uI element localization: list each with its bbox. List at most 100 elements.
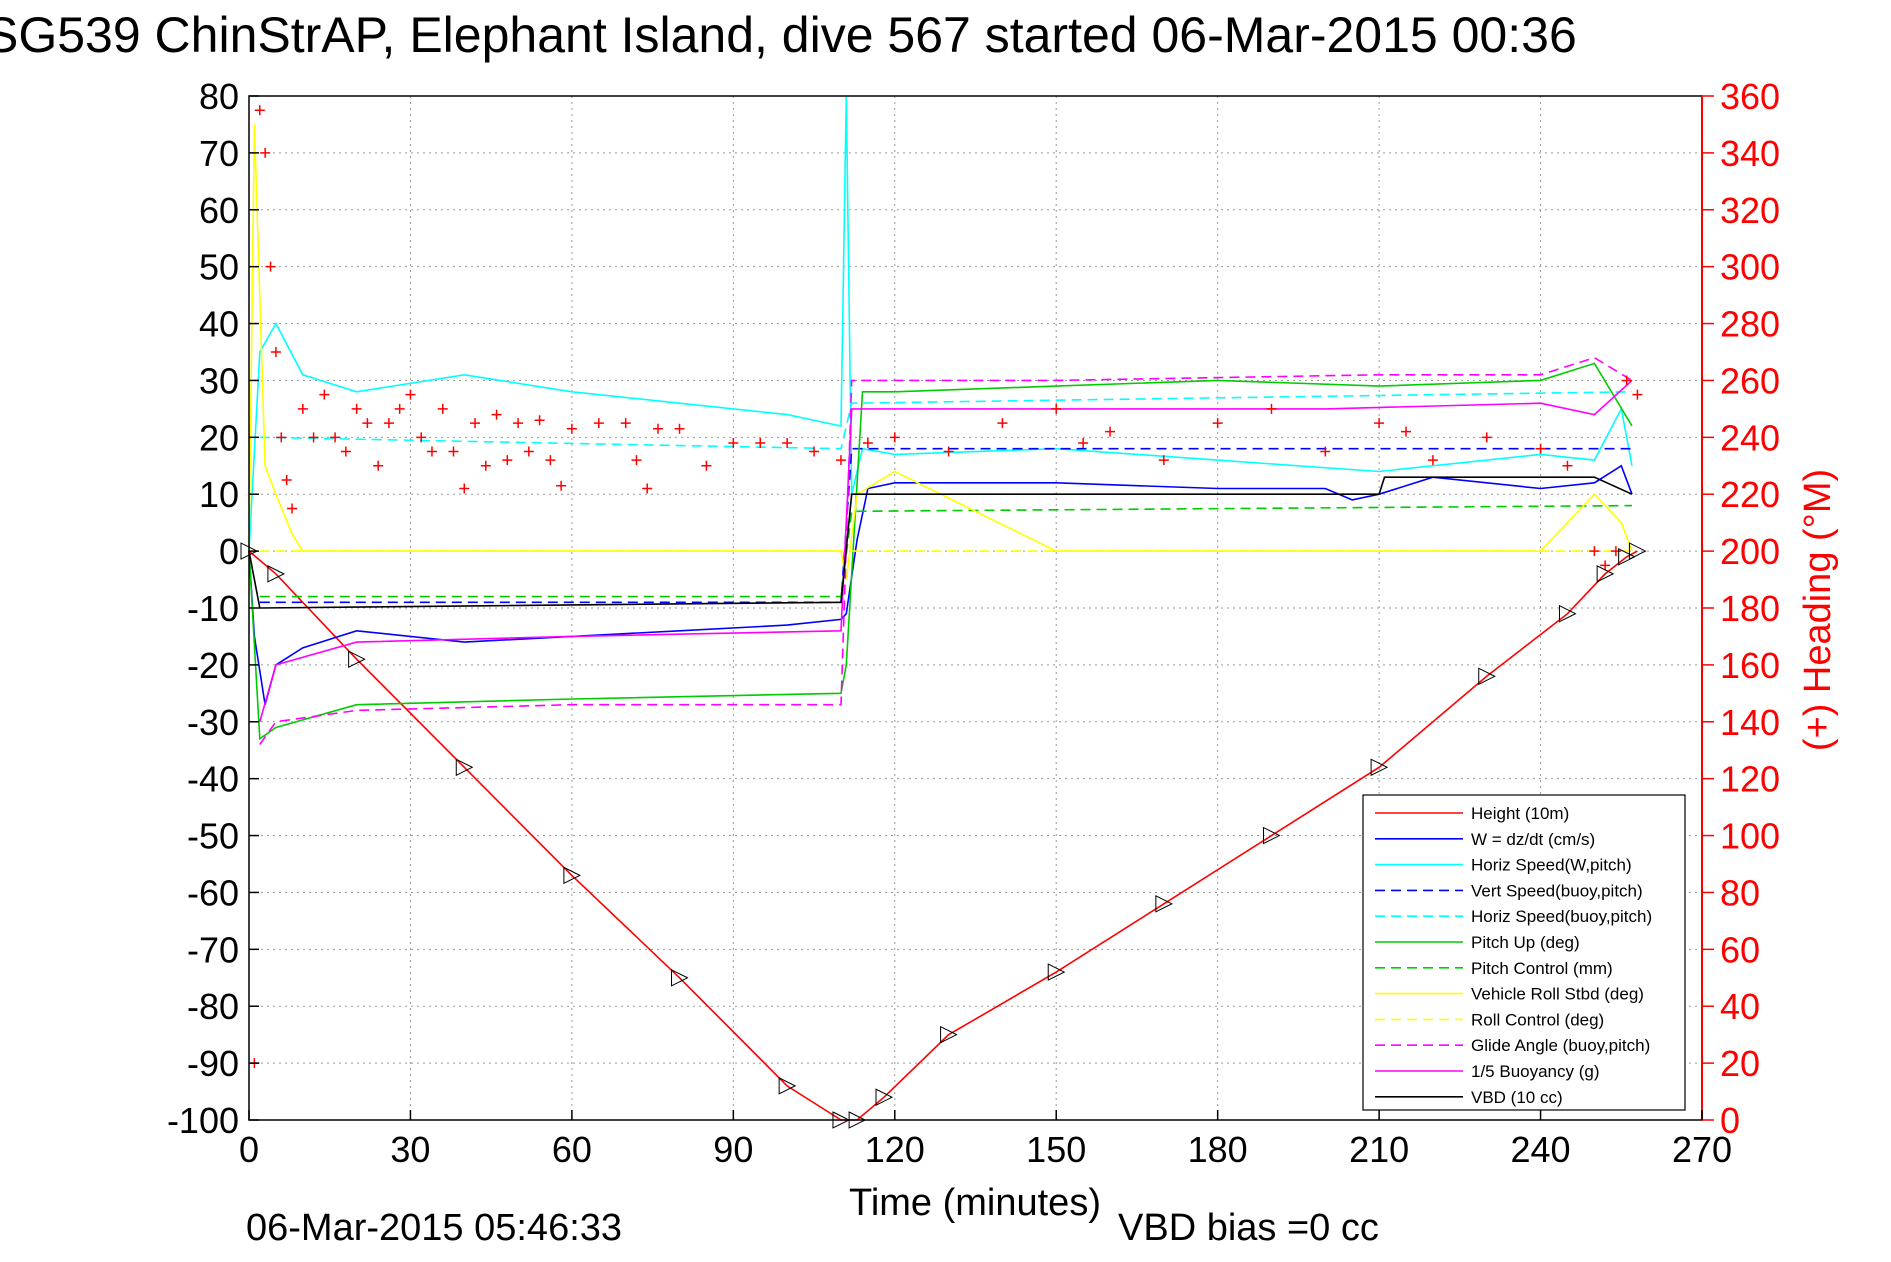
- x-tick-label: 150: [1026, 1129, 1086, 1170]
- heading-marker: [566, 423, 577, 434]
- heading-marker: [260, 147, 271, 158]
- legend-label-8: Roll Control (deg): [1471, 1010, 1604, 1029]
- depth-markers: [240, 542, 1647, 1129]
- legend-label-2: Horiz Speed(W,pitch): [1471, 856, 1632, 875]
- left-tick-label: 20: [199, 417, 239, 458]
- footer-vbd-bias: VBD bias =0 cc: [1118, 1207, 1379, 1249]
- legend-label-9: Glide Angle (buoy,pitch): [1471, 1036, 1650, 1055]
- heading-marker: [362, 418, 373, 429]
- heading-marker: [351, 403, 362, 414]
- heading-marker: [997, 418, 1008, 429]
- heading-marker: [652, 423, 663, 434]
- left-tick-label: -90: [187, 1043, 239, 1084]
- heading-marker: [1427, 455, 1438, 466]
- depth-marker: [1628, 542, 1647, 560]
- right-tick-label: 140: [1720, 702, 1780, 743]
- heading-marker: [631, 455, 642, 466]
- heading-marker: [276, 432, 287, 443]
- right-tick-label: 120: [1720, 759, 1780, 800]
- left-tick-label: -80: [187, 986, 239, 1027]
- heading-marker: [1158, 455, 1169, 466]
- heading-marker: [862, 438, 873, 449]
- right-tick-label: 300: [1720, 247, 1780, 288]
- heading-marker: [556, 480, 567, 491]
- right-axis-label: (+) Heading (°M): [1797, 469, 1839, 751]
- depth-marker: [1047, 963, 1066, 981]
- depth-marker: [348, 650, 366, 669]
- heading-marker: [1078, 438, 1089, 449]
- x-tick-label: 90: [713, 1129, 753, 1170]
- right-tick-label: 320: [1720, 190, 1780, 231]
- depth-marker: [778, 1077, 797, 1095]
- heading-marker: [330, 432, 341, 443]
- x-tick-label: 270: [1672, 1129, 1732, 1170]
- heading-marker: [287, 503, 298, 514]
- left-tick-label: 80: [199, 76, 239, 117]
- heading-marker: [620, 418, 631, 429]
- series-line-5: [248, 362, 1633, 741]
- heading-marker: [480, 460, 491, 471]
- left-tick-label: 30: [199, 360, 239, 401]
- heading-marker: [1320, 446, 1331, 457]
- x-tick-label: 210: [1349, 1129, 1409, 1170]
- chart-title: SG539 ChinStrAP, Elephant Island, dive 5…: [0, 7, 1577, 63]
- depth-marker: [1478, 667, 1496, 686]
- left-tick-label: -60: [187, 872, 239, 913]
- heading-marker: [254, 105, 265, 116]
- right-tick-label: 60: [1720, 929, 1760, 970]
- heading-marker: [534, 415, 545, 426]
- left-tick-label: -20: [187, 645, 239, 686]
- heading-marker: [405, 389, 416, 400]
- legend-label-6: Pitch Control (mm): [1471, 959, 1613, 978]
- series-line-11: [248, 476, 1633, 609]
- heading-marker: [809, 446, 820, 457]
- heading-marker: [523, 446, 534, 457]
- right-tick-label: 240: [1720, 417, 1780, 458]
- right-tick-label: 220: [1720, 474, 1780, 515]
- heading-marker: [437, 403, 448, 414]
- legend: Height (10m) W = dz/dt (cm/s) Horiz Speed(…: [1362, 794, 1686, 1111]
- depth-marker: [940, 1025, 958, 1044]
- heading-layer: [249, 105, 1643, 1069]
- heading-marker: [308, 432, 319, 443]
- heading-marker: [593, 418, 604, 429]
- heading-marker: [728, 438, 739, 449]
- heading-marker: [265, 261, 276, 272]
- legend-label-5: Pitch Up (deg): [1471, 933, 1580, 952]
- heading-marker: [373, 460, 384, 471]
- heading-marker: [1212, 418, 1223, 429]
- plot-area: [240, 95, 1703, 1129]
- left-tick-label: -10: [187, 588, 239, 629]
- heading-marker: [1562, 460, 1573, 471]
- legend-box: [1362, 794, 1686, 1111]
- depth-marker: [1370, 758, 1389, 777]
- heading-marker: [1051, 403, 1062, 414]
- left-tick-label: 10: [199, 474, 239, 515]
- heading-marker: [470, 418, 481, 429]
- heading-marker: [835, 455, 846, 466]
- depth-marker: [1558, 604, 1577, 623]
- x-tick-label: 30: [390, 1129, 430, 1170]
- heading-marker: [297, 403, 308, 414]
- x-tick-label: 120: [865, 1129, 925, 1170]
- legend-label-1: W = dz/dt (cm/s): [1471, 830, 1595, 849]
- legend-label-4: Horiz Speed(buoy,pitch): [1471, 907, 1652, 926]
- left-tick-label: 60: [199, 190, 239, 231]
- right-tick-label: 20: [1720, 1043, 1760, 1084]
- footer-timestamp: 06-Mar-2015 05:46:33: [246, 1207, 622, 1249]
- depth-marker: [563, 866, 582, 885]
- right-tick-label: 280: [1720, 304, 1780, 345]
- left-tick-label: -50: [187, 816, 239, 857]
- heading-marker: [513, 418, 524, 429]
- heading-marker: [502, 455, 513, 466]
- x-axis-label: Time (minutes): [849, 1182, 1101, 1224]
- heading-marker: [943, 446, 954, 457]
- x-tick-label: 60: [552, 1129, 592, 1170]
- left-tick-label: 50: [199, 247, 239, 288]
- heading-marker: [1105, 426, 1116, 437]
- heading-marker: [319, 389, 330, 400]
- x-axis: 0 30 60 90 120 150 180 210 240 270: [239, 1110, 1732, 1170]
- depth-marker: [875, 1088, 894, 1107]
- depth-marker: [267, 565, 286, 583]
